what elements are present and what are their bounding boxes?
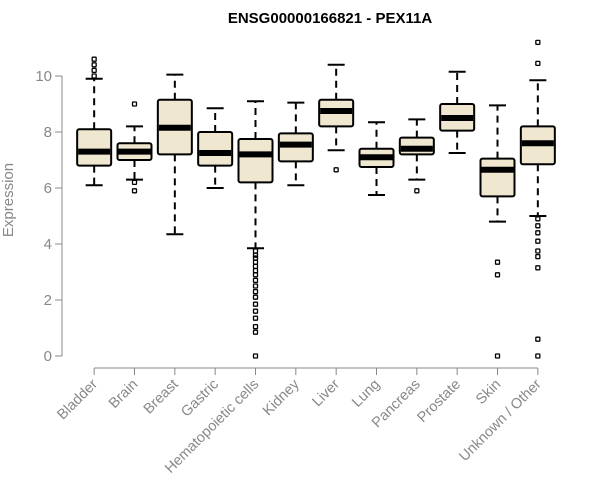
iqr-box xyxy=(237,138,274,184)
plot-area xyxy=(76,39,556,359)
box-group xyxy=(479,104,516,359)
box-group xyxy=(277,101,314,187)
x-tick-label: Lung xyxy=(349,377,383,411)
outlier-point xyxy=(252,248,259,254)
outlier-point xyxy=(252,288,259,295)
outlier-point xyxy=(414,188,420,194)
outlier-point xyxy=(252,308,259,314)
outlier-point xyxy=(252,259,259,265)
outlier-point xyxy=(91,67,97,74)
box-group xyxy=(197,107,234,189)
iqr-box xyxy=(76,128,113,167)
outlier-point xyxy=(252,263,259,270)
box-group xyxy=(318,63,355,173)
outlier-point xyxy=(91,73,97,79)
outlier-point xyxy=(252,323,259,330)
y-tick-label: 2 xyxy=(44,292,52,309)
x-tick-label: Breast xyxy=(141,377,182,418)
outlier-point xyxy=(252,267,259,274)
outlier-point xyxy=(535,253,541,260)
box-group xyxy=(156,73,193,236)
box-group xyxy=(439,70,476,154)
x-tick-label: Prostate xyxy=(414,377,463,426)
outlier-point xyxy=(535,60,541,67)
box-group xyxy=(519,39,556,359)
outlier-point xyxy=(494,353,501,359)
box-group xyxy=(237,100,274,359)
outlier-point xyxy=(131,179,138,186)
x-tick-label: Liver xyxy=(309,376,343,410)
outlier-point xyxy=(252,353,259,359)
outlier-point xyxy=(535,223,541,229)
outlier-point xyxy=(494,259,501,265)
outlier-point xyxy=(535,248,541,254)
outlier-point xyxy=(252,315,259,321)
y-tick-label: 4 xyxy=(44,236,52,253)
outlier-point xyxy=(252,301,259,307)
outlier-point xyxy=(535,216,541,222)
outlier-point xyxy=(252,283,259,289)
outlier-point xyxy=(252,255,259,261)
outlier-point xyxy=(535,336,541,342)
x-tick-label: Bladder xyxy=(54,376,101,423)
outlier-point xyxy=(252,277,259,284)
outlier-point xyxy=(494,272,501,278)
outlier-point xyxy=(535,230,541,236)
box-group xyxy=(116,101,153,194)
y-tick-label: 0 xyxy=(44,348,52,365)
outlier-point xyxy=(252,272,259,278)
y-tick-label: 8 xyxy=(44,124,52,141)
outlier-point xyxy=(91,62,97,68)
iqr-box xyxy=(197,131,234,167)
outlier-point xyxy=(131,101,138,107)
outlier-point xyxy=(535,353,541,359)
x-tick-label: Brain xyxy=(106,377,141,412)
box-group xyxy=(76,56,113,187)
outlier-point xyxy=(131,188,138,194)
y-tick-label: 6 xyxy=(44,180,52,197)
outlier-point xyxy=(535,39,541,46)
outlier-point xyxy=(535,238,541,244)
y-axis-title: Expression xyxy=(0,163,17,237)
box-group xyxy=(358,121,395,196)
iqr-box xyxy=(479,157,516,198)
outlier-point xyxy=(91,56,97,62)
outlier-point xyxy=(333,167,339,173)
chart-title: ENSG00000166821 - PEX11A xyxy=(228,10,432,27)
outlier-point xyxy=(252,252,259,258)
outlier-point xyxy=(252,329,259,335)
outlier-point xyxy=(252,294,259,300)
outlier-point xyxy=(535,265,541,271)
box-group xyxy=(398,118,435,194)
x-tick-label: Skin xyxy=(473,377,504,408)
y-tick-label: 10 xyxy=(35,68,52,85)
y-axis: 0 2 4 6 8 10 xyxy=(35,68,63,365)
x-tick-label: Kidney xyxy=(260,376,303,419)
